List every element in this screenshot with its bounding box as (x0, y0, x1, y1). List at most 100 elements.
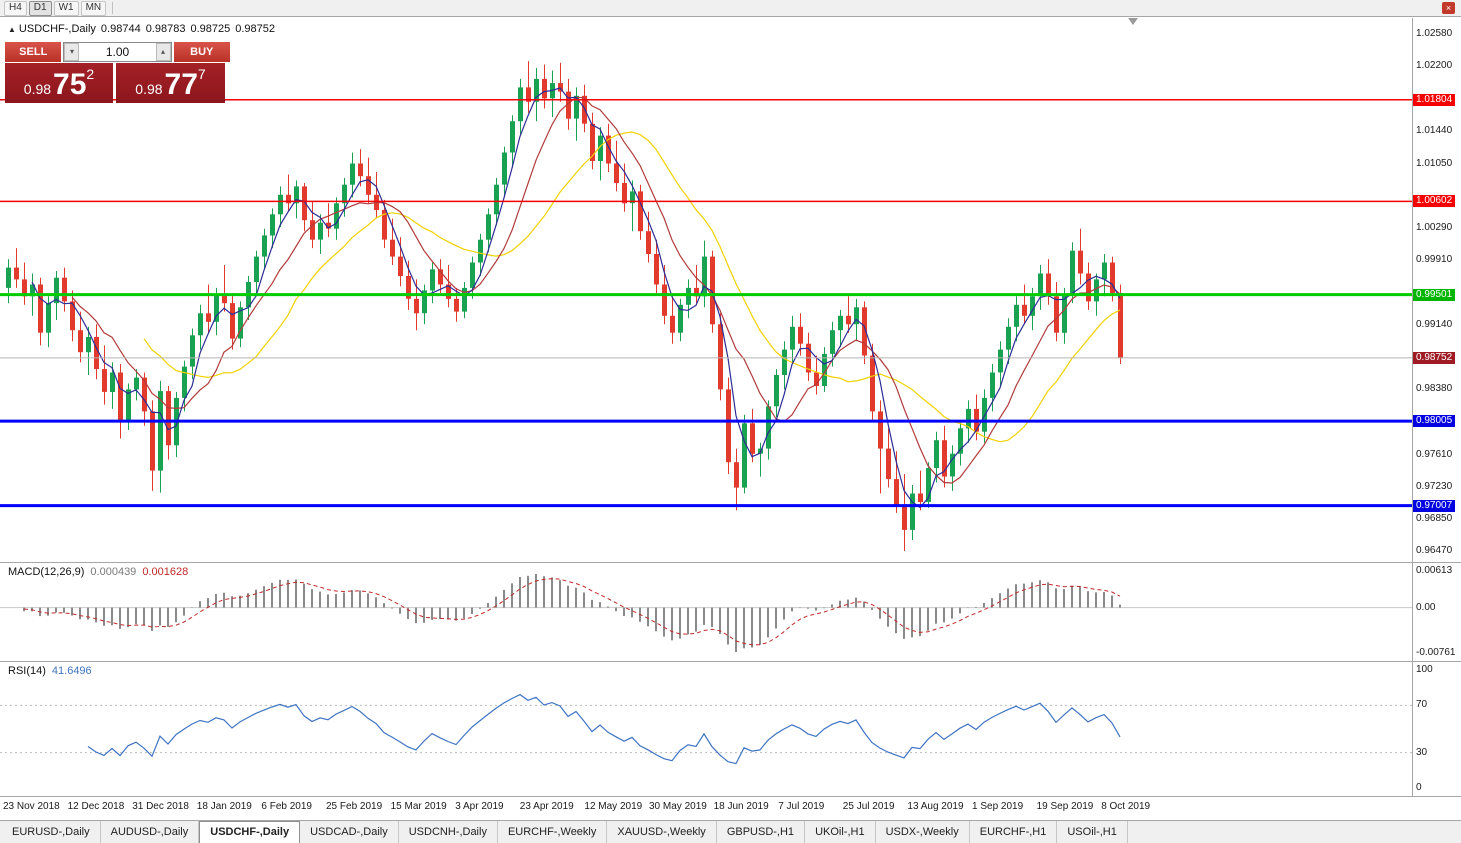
volume-decrease-icon[interactable]: ▾ (64, 43, 80, 61)
date-axis-label: 12 May 2019 (584, 801, 643, 812)
volume-value[interactable]: 1.00 (105, 45, 130, 59)
price-level-badge: 1.01804 (1413, 93, 1456, 106)
axis-tick-label: 0.96850 (1416, 512, 1453, 524)
sell-price-point: 2 (86, 66, 95, 82)
pane-separator[interactable] (0, 661, 1461, 662)
buy-price-display[interactable]: 0.98 77 7 (116, 63, 225, 103)
chart-tab-gbpusd-h1[interactable]: GBPUSD-,H1 (717, 821, 806, 843)
chart-ohlc-header: ▲ USDCHF-,Daily 0.98744 0.98783 0.98725 0.987… (8, 23, 280, 35)
axis-tick-label: 1.01440 (1416, 124, 1453, 136)
close-icon[interactable]: × (1442, 2, 1455, 14)
one-click-trade-panel: SELL ▾ 1.00 ▴ BUY 0.98 75 2 0.98 77 7 (5, 42, 230, 103)
chart-tab-usdx-weekly[interactable]: USDX-,Weekly (876, 821, 970, 843)
chart-tab-eurchf-h1[interactable]: EURCHF-,H1 (970, 821, 1058, 843)
timeframe-toolbar: H4 D1 W1 MN × (0, 0, 1461, 17)
axis-tick-label: 0 (1416, 782, 1422, 793)
buy-price-point: 7 (197, 66, 206, 82)
volume-field[interactable]: ▾ 1.00 ▴ (63, 42, 172, 62)
sell-price-display[interactable]: 0.98 75 2 (5, 63, 113, 103)
axis-tick-label: 0.99140 (1416, 319, 1453, 331)
price-chart-pane[interactable]: ▲ USDCHF-,Daily 0.98744 0.98783 0.98725 0.987… (0, 18, 1412, 562)
date-axis-label: 12 Dec 2018 (67, 801, 125, 812)
axis-tick-label: 1.00290 (1416, 221, 1453, 233)
chart-tab-eurchf-weekly[interactable]: EURCHF-,Weekly (498, 821, 608, 843)
macd-signal-value: 0.001628 (142, 566, 189, 578)
date-axis-label: 7 Jul 2019 (778, 801, 825, 812)
date-axis-label: 30 May 2019 (649, 801, 707, 812)
date-axis-label: 6 Feb 2019 (261, 801, 312, 812)
chart-tab-usdcad-daily[interactable]: USDCAD-,Daily (300, 821, 399, 843)
date-axis-label: 25 Feb 2019 (326, 801, 383, 812)
date-axis-label: 3 Apr 2019 (455, 801, 504, 812)
chart-tab-audusd-daily[interactable]: AUDUSD-,Daily (101, 821, 200, 843)
axis-tick-label: 0.99910 (1416, 253, 1453, 265)
axis-tick-label: 0.97230 (1416, 480, 1453, 492)
chart-tab-eurusd-daily[interactable]: EURUSD-,Daily (2, 821, 101, 843)
date-axis-label: 23 Apr 2019 (519, 801, 574, 812)
price-level-badge: 1.00602 (1413, 195, 1456, 208)
axis-tick-label: 100 (1416, 664, 1433, 675)
timeframe-button-d1[interactable]: D1 (28, 0, 52, 16)
chart-symbol-title: USDCHF-,Daily (18, 23, 96, 35)
macd-indicator-pane[interactable]: MACD(12,26,9) 0.000439 0.001628 (0, 563, 1412, 661)
macd-chart[interactable] (0, 563, 1412, 661)
timeframe-button-h4[interactable]: H4 (4, 0, 27, 16)
price-level-badge: 0.98005 (1413, 415, 1456, 428)
chart-tab-bar: EURUSD-,Daily AUDUSD-,Daily USDCHF-,Daily U… (0, 820, 1461, 843)
rsi-chart[interactable] (0, 662, 1412, 796)
date-axis-label: 25 Jul 2019 (842, 801, 895, 812)
high-value: 0.98783 (145, 23, 186, 35)
axis-tick-label: 0.98380 (1416, 383, 1453, 395)
axis-tick-label: -0.00761 (1416, 647, 1456, 658)
price-level-badge: 0.97007 (1413, 499, 1456, 512)
macd-main-value: 0.000439 (90, 566, 137, 578)
timeframe-button-group: H4 D1 W1 MN (4, 0, 108, 16)
chart-tab-ukoil-h1[interactable]: UKOil-,H1 (805, 821, 876, 843)
timeframe-button-mn[interactable]: MN (80, 0, 107, 16)
axis-tick-label: 0.00 (1416, 601, 1436, 613)
sell-price-prefix: 0.98 (23, 81, 52, 97)
toolbar-divider (112, 2, 114, 14)
date-axis-label: 18 Jun 2019 (713, 801, 769, 812)
date-axis-label: 13 Aug 2019 (907, 801, 964, 812)
date-axis-label: 15 Mar 2019 (390, 801, 447, 812)
buy-price-big-digits: 77 (164, 68, 198, 101)
date-axis-label: 19 Sep 2019 (1036, 801, 1094, 812)
timeframe-button-w1[interactable]: W1 (53, 0, 79, 16)
candlestick-chart[interactable] (0, 18, 1412, 562)
axis-tick-label: 0.00613 (1416, 565, 1453, 576)
date-axis-label: 1 Sep 2019 (972, 801, 1024, 812)
sell-button[interactable]: SELL (5, 42, 62, 62)
price-axis-border (1412, 18, 1413, 819)
rsi-label: RSI(14) (8, 665, 46, 677)
buy-price-prefix: 0.98 (135, 81, 163, 97)
chart-tab-usoil-h1[interactable]: USOil-,H1 (1057, 821, 1128, 843)
date-axis-label: 23 Nov 2018 (3, 801, 60, 812)
pane-separator[interactable] (0, 796, 1461, 797)
rsi-value: 41.6496 (51, 665, 92, 677)
date-axis[interactable]: 23 Nov 2018 12 Dec 2018 31 Dec 2018 18 Jan … (0, 797, 1461, 819)
axis-tick-label: 1.01050 (1416, 157, 1453, 169)
open-value: 0.98744 (100, 23, 141, 35)
chart-tab-usdchf-daily[interactable]: USDCHF-,Daily (199, 821, 301, 843)
axis-tick-label: 70 (1416, 699, 1428, 711)
chart-tab-xauusd-weekly[interactable]: XAUUSD-,Weekly (607, 821, 717, 843)
close-value: 0.98752 (235, 23, 275, 35)
chart-tab-usdcnh-daily[interactable]: USDCNH-,Daily (399, 821, 498, 843)
chart-shift-marker-icon[interactable] (1128, 18, 1138, 25)
volume-increase-icon[interactable]: ▴ (155, 43, 171, 61)
pane-separator[interactable] (0, 562, 1461, 563)
collapse-panel-icon[interactable]: ▲ (8, 25, 16, 34)
price-level-badge: 0.98752 (1413, 351, 1456, 364)
low-value: 0.98725 (190, 23, 231, 35)
axis-tick-label: 0.97610 (1416, 448, 1453, 460)
sell-price-big-digits: 75 (53, 68, 87, 101)
axis-tick-label: 30 (1416, 746, 1428, 758)
macd-header: MACD(12,26,9) 0.000439 0.001628 (8, 566, 188, 578)
macd-label: MACD(12,26,9) (8, 566, 85, 578)
rsi-indicator-pane[interactable]: RSI(14) 41.6496 (0, 662, 1412, 796)
buy-button[interactable]: BUY (173, 42, 230, 62)
rsi-header: RSI(14) 41.6496 (8, 665, 92, 677)
date-axis-label: 18 Jan 2019 (196, 801, 252, 812)
